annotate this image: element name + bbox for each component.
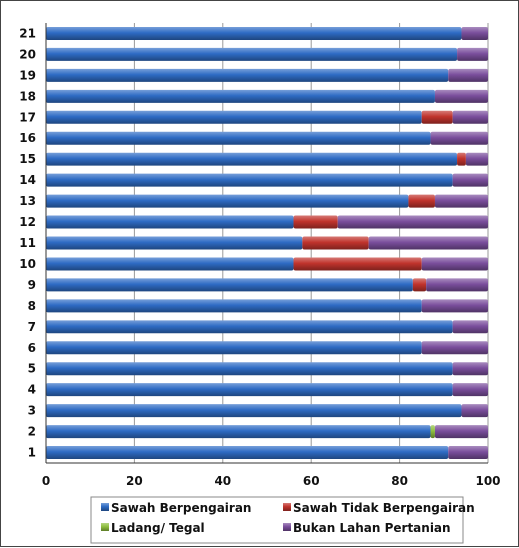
y-tick-label-18: 18 [19, 89, 36, 103]
legend: Sawah Berpengairan Sawah Tidak Berpengair… [90, 496, 475, 544]
bar-segment-17-1 [421, 110, 453, 124]
axes [45, 23, 488, 464]
bar-segment-16-0 [46, 131, 431, 145]
bar-segment-19-0 [46, 68, 449, 82]
bar-segment-6-0 [46, 341, 422, 355]
y-tick-label-2: 2 [28, 425, 36, 439]
bar-segment-4-3 [452, 383, 488, 397]
bar-segment-14-3 [452, 173, 488, 187]
legend-label-2: Ladang/ Tegal [111, 521, 205, 535]
bar-segment-8-3 [421, 299, 488, 313]
y-tick-label-1: 1 [28, 446, 36, 460]
legend-swatch-0 [101, 503, 109, 511]
bar-segment-15-3 [465, 152, 488, 166]
legend-label-3: Bukan Lahan Pertanian [293, 521, 451, 535]
y-tick-label-9: 9 [28, 278, 36, 292]
bar-segment-9-1 [412, 278, 427, 292]
y-tick-label-7: 7 [28, 320, 36, 334]
bar-segment-21-3 [461, 26, 488, 40]
bar-segment-10-3 [421, 257, 488, 271]
legend-box [90, 496, 464, 544]
bar-segment-13-1 [408, 194, 435, 208]
bar-segment-10-0 [46, 257, 294, 271]
bar-segment-2-2 [430, 425, 435, 439]
y-tick-label-3: 3 [28, 404, 36, 418]
bar-segment-21-0 [46, 26, 462, 40]
x-tick-label-60: 60 [303, 474, 320, 488]
bar-segment-10-1 [293, 257, 422, 271]
legend-swatch-1 [283, 503, 291, 511]
y-tick-label-13: 13 [19, 194, 36, 208]
y-tick-label-21: 21 [19, 26, 36, 40]
legend-swatch-2 [101, 523, 109, 531]
y-tick-label-12: 12 [19, 215, 36, 229]
bar-segment-9-3 [426, 278, 488, 292]
bar-segment-16-3 [430, 131, 488, 145]
bar-segment-12-1 [293, 215, 338, 229]
y-tick-label-17: 17 [19, 110, 36, 124]
bar-segment-1-3 [448, 446, 488, 460]
y-tick-label-11: 11 [19, 236, 36, 250]
bar-segment-13-0 [46, 194, 409, 208]
bar-segment-7-0 [46, 320, 453, 334]
y-tick-label-15: 15 [19, 152, 36, 166]
bar-segment-18-0 [46, 89, 435, 103]
x-tick-label-20: 20 [126, 474, 143, 488]
bar-segment-9-0 [46, 278, 413, 292]
y-tick-label-10: 10 [19, 257, 36, 271]
bar-segment-4-0 [46, 383, 453, 397]
bar-segment-12-3 [337, 215, 488, 229]
bar-segment-18-3 [434, 89, 488, 103]
bar-segment-13-3 [434, 194, 488, 208]
legend-swatch-3 [283, 523, 291, 531]
y-tick-label-19: 19 [19, 68, 36, 82]
y-tick-label-20: 20 [19, 47, 36, 61]
y-tick-label-4: 4 [28, 383, 36, 397]
bar-segment-11-0 [46, 236, 303, 250]
bar-segment-17-3 [452, 110, 488, 124]
bar-segment-6-3 [421, 341, 488, 355]
bar-segment-17-0 [46, 110, 422, 124]
bar-segment-19-3 [448, 68, 488, 82]
bar-segment-11-3 [368, 236, 488, 250]
bar-segment-8-0 [46, 299, 422, 313]
y-tick-label-5: 5 [28, 362, 36, 376]
y-tick-label-8: 8 [28, 299, 36, 313]
x-tick-label-0: 0 [42, 474, 50, 488]
bar-segment-15-1 [457, 152, 466, 166]
bar-segment-2-0 [46, 425, 431, 439]
bar-segment-14-0 [46, 173, 453, 187]
legend-label-1: Sawah Tidak Berpengairan [293, 501, 475, 515]
bar-segment-3-3 [461, 404, 488, 418]
bar-segment-5-3 [452, 362, 488, 376]
legend-label-0: Sawah Berpengairan [111, 501, 251, 515]
bar-segment-7-3 [452, 320, 488, 334]
x-tick-label-100: 100 [475, 474, 500, 488]
bar-segment-15-0 [46, 152, 458, 166]
bar-segment-5-0 [46, 362, 453, 376]
bar-segment-12-0 [46, 215, 294, 229]
bar-segment-20-3 [457, 47, 488, 61]
x-tick-label-80: 80 [391, 474, 408, 488]
bar-segment-2-3 [434, 425, 488, 439]
y-tick-label-6: 6 [28, 341, 36, 355]
x-axis-ticks: 0 20 40 60 80 100 [42, 474, 501, 488]
bar-segment-11-1 [302, 236, 369, 250]
y-tick-label-16: 16 [19, 131, 36, 145]
x-tick-label-40: 40 [214, 474, 231, 488]
bars-group [46, 26, 488, 460]
bar-segment-3-0 [46, 404, 462, 418]
bar-segment-1-0 [46, 446, 449, 460]
y-tick-label-14: 14 [19, 173, 36, 187]
bar-segment-20-0 [46, 47, 458, 61]
